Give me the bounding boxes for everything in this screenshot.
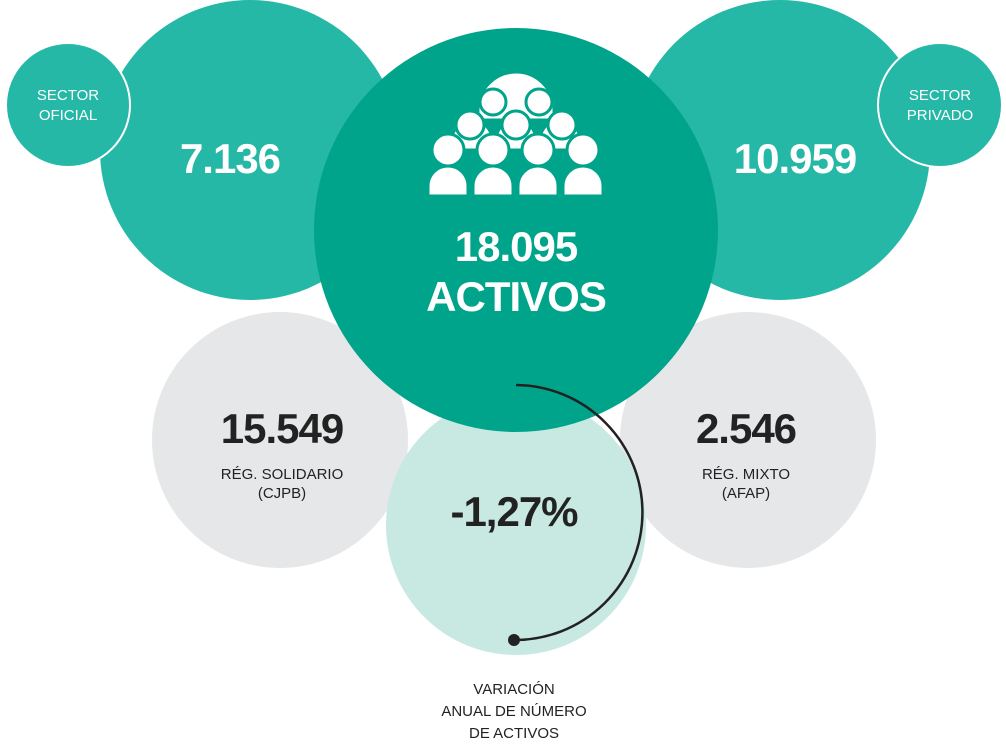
value: -1,27% — [450, 488, 578, 535]
label: (AFAP) — [722, 485, 770, 502]
label: ANUAL DE NÚMERO — [441, 703, 586, 720]
label: (CJPB) — [258, 485, 306, 502]
label: OFICIAL — [39, 107, 97, 124]
value: 15.549 — [221, 405, 343, 452]
value: 2.546 — [696, 405, 796, 452]
label: VARIACIÓN — [473, 681, 554, 698]
label: SECTOR — [909, 87, 971, 104]
people-icon — [426, 70, 605, 198]
label: ACTIVOS — [426, 273, 606, 320]
circle-variacion — [386, 395, 646, 655]
circle-total — [314, 28, 718, 432]
label: RÉG. MIXTO — [702, 466, 790, 483]
value: 18.095 — [455, 223, 578, 270]
value: 10.959 — [734, 135, 856, 182]
value: 7.136 — [180, 135, 280, 182]
label: SECTOR — [37, 87, 99, 104]
circle-mixto — [620, 312, 876, 568]
circle-privado-label — [877, 42, 1003, 168]
circle-oficial-label — [5, 42, 131, 168]
label: PRIVADO — [907, 107, 973, 124]
label: DE ACTIVOS — [469, 725, 559, 742]
label: RÉG. SOLIDARIO — [221, 466, 344, 483]
circle-solidario — [152, 312, 408, 568]
arc-dot — [508, 634, 520, 646]
variation-arc — [513, 383, 644, 642]
